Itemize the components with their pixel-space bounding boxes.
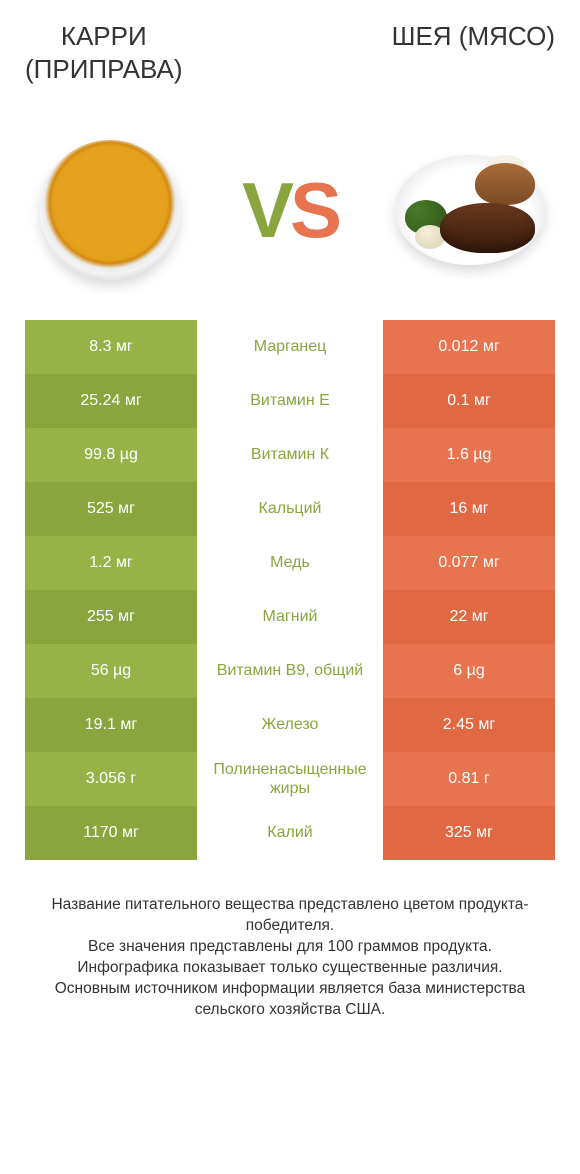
right-title: ШЕЯ (МЯСО): [392, 20, 555, 53]
nutrient-label: Полиненасыщенные жиры: [197, 752, 383, 806]
left-value: 19.1 мг: [25, 698, 197, 752]
left-image: [35, 135, 185, 285]
vs-s: S: [290, 171, 338, 249]
left-value: 3.056 г: [25, 752, 197, 806]
nutrient-label: Железо: [197, 698, 383, 752]
table-row: 19.1 мгЖелезо2.45 мг: [25, 698, 555, 752]
footer-line: Основным источником информации является …: [30, 979, 550, 1021]
right-value: 22 мг: [383, 590, 555, 644]
table-row: 255 мгМагний22 мг: [25, 590, 555, 644]
table-row: 1170 мгКалий325 мг: [25, 806, 555, 860]
vs-label: VS: [242, 171, 338, 249]
right-value: 0.012 мг: [383, 320, 555, 374]
nutrient-label: Кальций: [197, 482, 383, 536]
left-title: КАРРИ(ПРИПРАВА): [25, 20, 183, 85]
nutrient-label: Витамин Е: [197, 374, 383, 428]
nutrient-label: Магний: [197, 590, 383, 644]
nutrient-label: Калий: [197, 806, 383, 860]
left-value: 56 µg: [25, 644, 197, 698]
nutrient-label: Витамин B9, общий: [197, 644, 383, 698]
footer-notes: Название питательного вещества представл…: [0, 860, 580, 1021]
left-value: 1.2 мг: [25, 536, 197, 590]
steak-icon: [440, 203, 535, 253]
right-value: 0.077 мг: [383, 536, 555, 590]
right-value: 0.1 мг: [383, 374, 555, 428]
right-value: 6 µg: [383, 644, 555, 698]
table-row: 8.3 мгМарганец0.012 мг: [25, 320, 555, 374]
right-image: [395, 135, 545, 285]
left-value: 8.3 мг: [25, 320, 197, 374]
potato-icon: [475, 163, 535, 205]
table-row: 525 мгКальций16 мг: [25, 482, 555, 536]
table-row: 1.2 мгМедь0.077 мг: [25, 536, 555, 590]
right-title-box: ШЕЯ (МЯСО): [290, 20, 555, 120]
nutrient-label: Витамин К: [197, 428, 383, 482]
left-value: 99.8 µg: [25, 428, 197, 482]
right-value: 1.6 µg: [383, 428, 555, 482]
right-value: 0.81 г: [383, 752, 555, 806]
footer-line: Все значения представлены для 100 граммо…: [30, 937, 550, 958]
table-row: 25.24 мгВитамин Е0.1 мг: [25, 374, 555, 428]
vs-v: V: [242, 171, 290, 249]
right-value: 325 мг: [383, 806, 555, 860]
right-value: 16 мг: [383, 482, 555, 536]
left-value: 1170 мг: [25, 806, 197, 860]
left-value: 255 мг: [25, 590, 197, 644]
footer-line: Инфографика показывает только существенн…: [30, 958, 550, 979]
left-title-box: КАРРИ(ПРИПРАВА): [25, 20, 290, 120]
table-row: 3.056 гПолиненасыщенные жиры0.81 г: [25, 752, 555, 806]
comparison-table: 8.3 мгМарганец0.012 мг25.24 мгВитамин Е0…: [0, 320, 580, 860]
table-row: 99.8 µgВитамин К1.6 µg: [25, 428, 555, 482]
left-value: 525 мг: [25, 482, 197, 536]
nutrient-label: Марганец: [197, 320, 383, 374]
steak-plate-icon: [395, 155, 545, 265]
curry-bowl-icon: [40, 140, 180, 280]
right-value: 2.45 мг: [383, 698, 555, 752]
nutrient-label: Медь: [197, 536, 383, 590]
titles-row: КАРРИ(ПРИПРАВА) ШЕЯ (МЯСО): [0, 0, 580, 120]
hero-row: VS: [0, 120, 580, 320]
left-value: 25.24 мг: [25, 374, 197, 428]
infographic-root: КАРРИ(ПРИПРАВА) ШЕЯ (МЯСО) VS 8.3 мгМарг…: [0, 0, 580, 1174]
table-row: 56 µgВитамин B9, общий6 µg: [25, 644, 555, 698]
footer-line: Название питательного вещества представл…: [30, 895, 550, 937]
